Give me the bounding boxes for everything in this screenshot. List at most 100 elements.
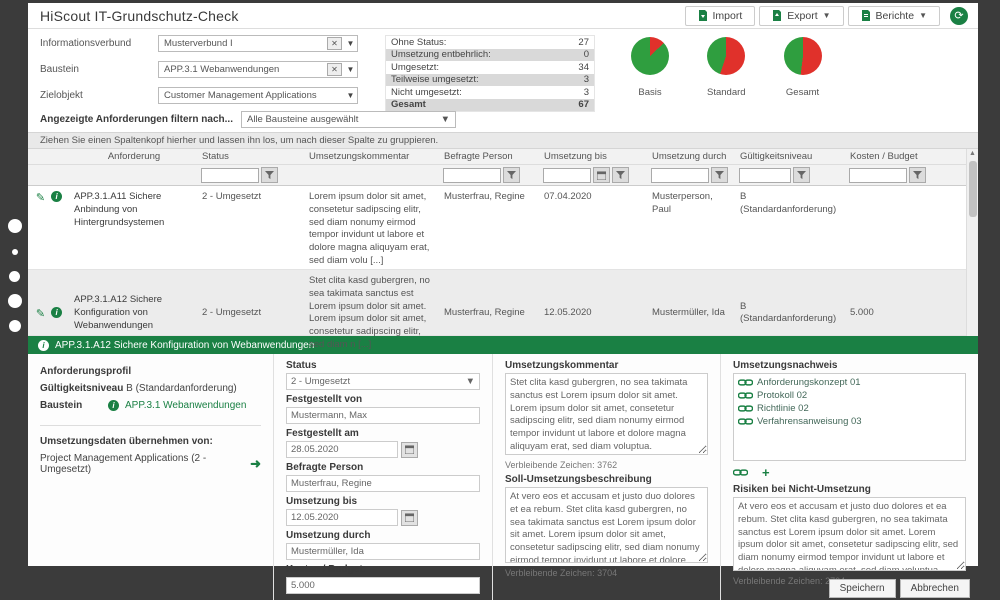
calendar-icon[interactable]	[593, 167, 610, 183]
pie-charts: Basis Standard Gesamt	[631, 37, 822, 105]
person-filter-input[interactable]	[443, 167, 501, 183]
pie-chart-basis	[631, 37, 669, 75]
festgestellt-von-label: Festgestellt von	[286, 394, 363, 405]
summary-row: Umsetzung entbehrlich: 0	[386, 48, 594, 61]
funnel-icon[interactable]	[503, 167, 520, 183]
umsetzungskommentar-textarea[interactable]: Stet clita kasd gubergren, no sea takima…	[505, 373, 708, 455]
import-icon	[698, 10, 707, 21]
chevron-down-icon: ▼	[440, 114, 450, 125]
export-button[interactable]: Export ▼	[759, 5, 844, 26]
summary-label: Teilweise umgesetzt:	[391, 74, 479, 86]
table-row[interactable]: ✎ i APP.3.1.A12 Sichere Konfiguration von…	[28, 270, 978, 350]
durch-filter-input[interactable]	[651, 167, 709, 183]
berichte-button[interactable]: Berichte ▼	[847, 5, 940, 26]
chevron-down-icon[interactable]: ▼	[346, 39, 355, 48]
table-scrollbar[interactable]: ▲	[966, 149, 978, 336]
edit-icon[interactable]: ✎	[35, 307, 46, 320]
import-button[interactable]: Import	[684, 5, 756, 26]
status-value: 2 - Umgesetzt	[291, 376, 351, 387]
funnel-icon[interactable]	[711, 167, 728, 183]
zielobjekt-label: Zielobjekt	[40, 90, 83, 101]
zielobjekt-select[interactable]: Customer Management Applications ▼	[158, 87, 358, 104]
inherit-label: Umsetzungsdaten übernehmen von:	[40, 436, 213, 447]
link-icon	[738, 418, 753, 425]
add-nachweis-button[interactable]: +	[762, 465, 770, 480]
funnel-icon[interactable]	[909, 167, 926, 183]
baustein-select[interactable]: APP.3.1 Webanwendungen ✕ ▼	[158, 61, 358, 78]
column-header-person[interactable]: Befragte Person	[444, 151, 513, 162]
umsetzung-bis-label: Umsetzung bis	[286, 496, 358, 507]
link-icon[interactable]	[733, 469, 748, 476]
bis-filter-input[interactable]	[543, 167, 591, 183]
risiken-textarea[interactable]: At vero eos et accusam et justo duo dolo…	[733, 497, 966, 571]
column-header-anforderung[interactable]: Anforderung	[107, 151, 161, 162]
umsetzung-durch-input[interactable]	[286, 543, 480, 560]
nachweis-item[interactable]: Protokoll 02	[738, 390, 961, 401]
soll-textarea[interactable]: At vero eos et accusam et justo duo dolo…	[505, 487, 708, 563]
baustein-filter-select[interactable]: Alle Bausteine ausgewählt ▼	[240, 111, 456, 128]
info-icon[interactable]: i	[38, 339, 49, 351]
pie-chart-gesamt	[783, 37, 822, 75]
status-select[interactable]: 2 - Umgesetzt ▼	[286, 373, 480, 390]
clear-icon[interactable]: ✕	[327, 37, 342, 50]
calendar-icon[interactable]	[401, 509, 418, 526]
informationsverbund-select[interactable]: Musterverbund I ✕ ▼	[158, 35, 358, 52]
calendar-icon[interactable]	[401, 441, 418, 458]
funnel-icon[interactable]	[612, 167, 629, 183]
chevron-down-icon[interactable]: ▼	[346, 91, 355, 100]
nachweis-item[interactable]: Richtlinie 02	[738, 403, 961, 414]
frame-dot	[8, 219, 22, 233]
link-icon	[738, 405, 753, 412]
befragte-person-input[interactable]	[286, 475, 480, 492]
column-header-bis[interactable]: Umsetzung bis	[544, 151, 607, 162]
clear-icon[interactable]: ✕	[327, 63, 342, 76]
column-header-kosten[interactable]: Kosten / Budget	[850, 151, 918, 162]
info-icon[interactable]: i	[51, 306, 63, 318]
edit-icon[interactable]: ✎	[35, 192, 46, 204]
table-row[interactable]: ✎ i APP.3.1.A11 Sichere Anbindung von Hin…	[28, 186, 978, 270]
baustein-value: APP.3.1 Webanwendungen	[164, 64, 280, 75]
pie-standard: Standard	[707, 37, 746, 105]
frame-dot	[9, 320, 21, 332]
funnel-icon[interactable]	[261, 167, 278, 183]
pie-label: Gesamt	[785, 87, 820, 98]
scroll-up-icon[interactable]: ▲	[969, 150, 976, 157]
kosten-input[interactable]	[286, 577, 480, 594]
status-filter-input[interactable]	[201, 167, 259, 183]
nachweis-item[interactable]: Verfahrensanweisung 03	[738, 416, 961, 427]
link-icon	[738, 379, 753, 386]
umsetzungsnachweis-label: Umsetzungsnachweis	[733, 360, 838, 371]
baustein-link[interactable]: APP.3.1 Webanwendungen	[125, 400, 247, 411]
nachweis-item[interactable]: Anforderungskonzept 01	[738, 377, 961, 388]
column-header-kommentar[interactable]: Umsetzungskommentar	[309, 151, 410, 162]
context-selectors: Informationsverbund Musterverbund I ✕ ▼ …	[40, 35, 385, 105]
frame-dot	[8, 294, 22, 308]
cell-kommentar: Lorem ipsum dolor sit amet, consetetur s…	[309, 191, 430, 267]
festgestellt-am-input[interactable]	[286, 441, 398, 458]
cell-anforderung: APP.3.1.A11 Sichere Anbindung von Hinter…	[74, 191, 165, 228]
umsetzung-bis-input[interactable]	[286, 509, 398, 526]
cell-status: 2 - Umgesetzt	[202, 191, 262, 202]
column-header-status[interactable]: Status	[202, 151, 229, 162]
kosten-filter-input[interactable]	[849, 167, 907, 183]
column-header-durch[interactable]: Umsetzung durch	[652, 151, 727, 162]
cell-niveau: B (Standardanforderung)	[740, 191, 837, 215]
nachweis-listbox[interactable]: Anforderungskonzept 01 Protokoll 02 Rich…	[733, 373, 966, 461]
befragte-person-label: Befragte Person	[286, 462, 364, 473]
refresh-button[interactable]: ⟳	[950, 6, 968, 25]
info-icon[interactable]: i	[108, 400, 119, 411]
summary-label: Umsetzung entbehrlich:	[391, 49, 491, 61]
top-section: Informationsverbund Musterverbund I ✕ ▼ …	[28, 29, 978, 112]
pie-basis: Basis	[631, 37, 669, 105]
niveau-filter-input[interactable]	[739, 167, 791, 183]
scrollbar-thumb[interactable]	[968, 161, 977, 217]
column-header-niveau[interactable]: Gültigkeitsniveau	[740, 151, 813, 162]
filter-label: Angezeigte Anforderungen filtern nach...	[40, 114, 233, 125]
info-icon[interactable]: i	[51, 191, 63, 202]
save-button[interactable]: Speichern	[828, 579, 896, 598]
cancel-button[interactable]: Abbrechen	[899, 579, 970, 598]
funnel-icon[interactable]	[793, 167, 810, 183]
chevron-down-icon[interactable]: ▼	[346, 65, 355, 74]
festgestellt-von-input[interactable]	[286, 407, 480, 424]
apply-arrow-icon[interactable]: ➜	[250, 456, 261, 471]
